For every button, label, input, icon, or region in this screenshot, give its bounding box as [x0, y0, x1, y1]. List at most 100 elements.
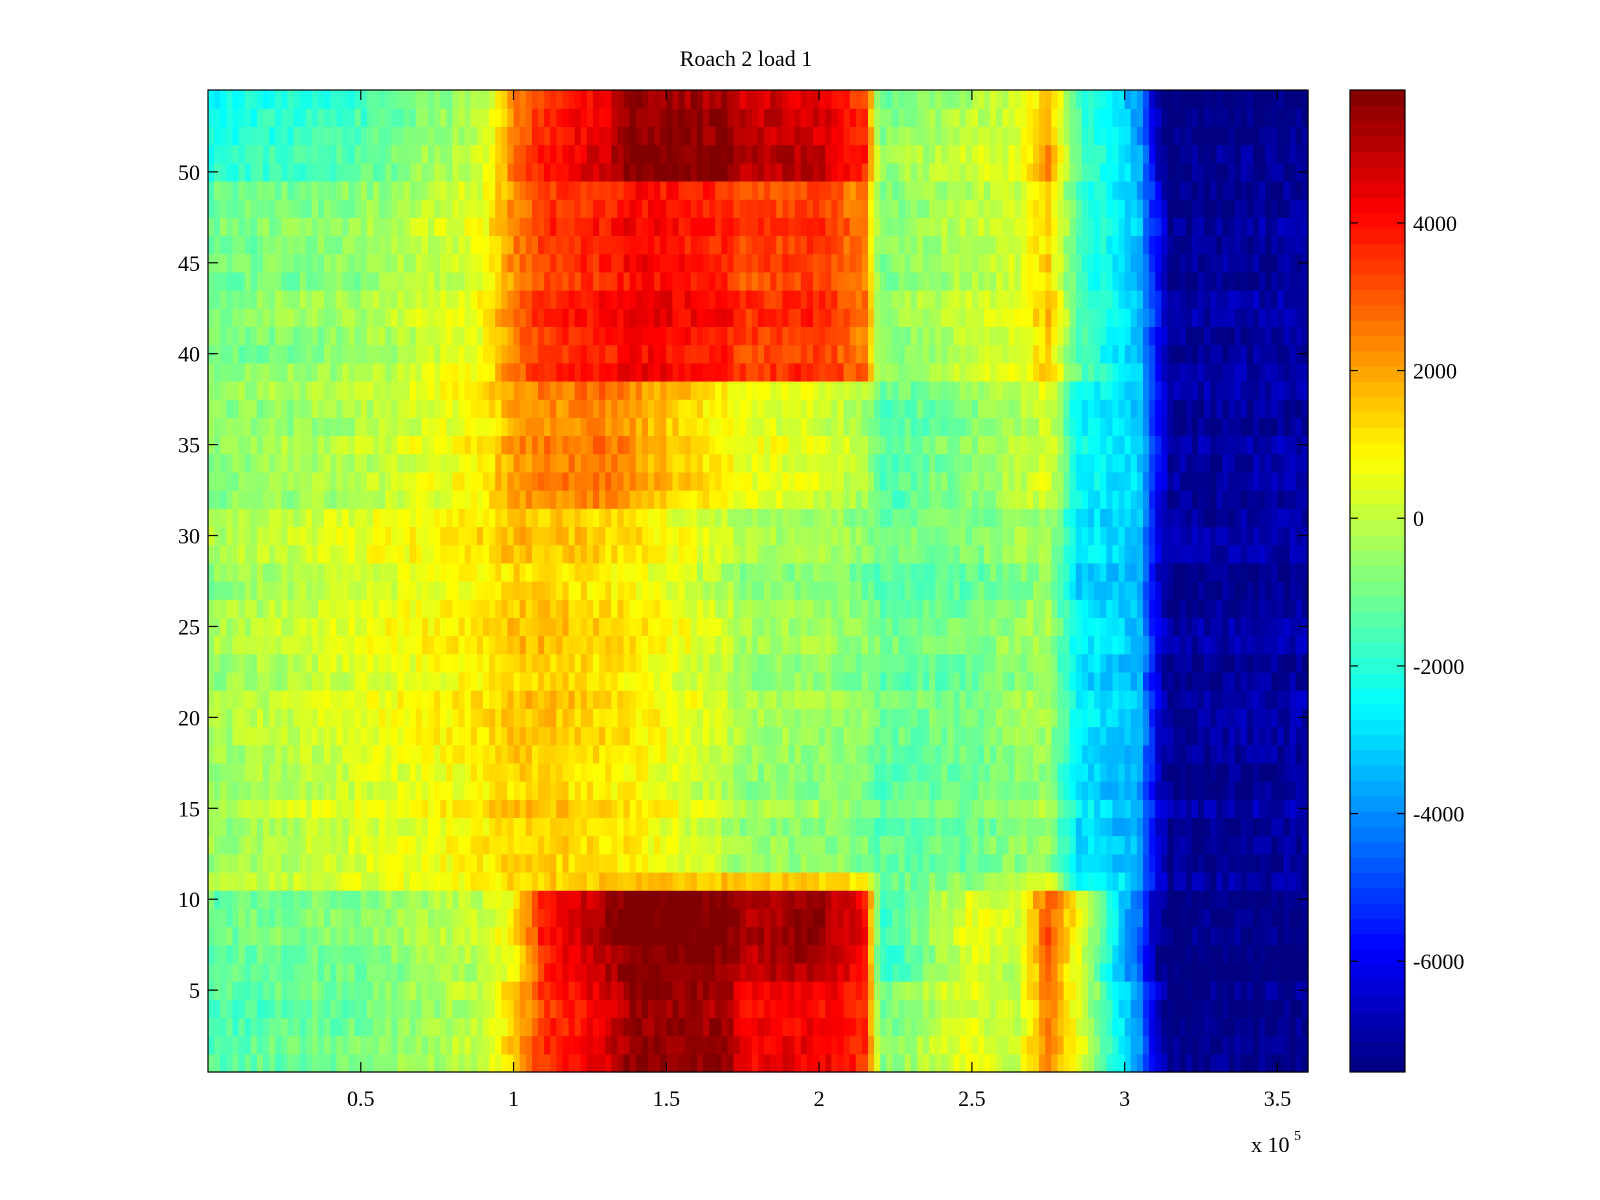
heatmap-cell: [538, 708, 545, 728]
heatmap-cell: [373, 671, 380, 691]
heatmap-cell: [421, 653, 429, 673]
heatmap-cell: [880, 853, 887, 873]
heatmap-cell: [709, 762, 716, 782]
heatmap-cell: [336, 671, 344, 691]
heatmap-cell: [684, 890, 692, 909]
heatmap-cell: [1191, 926, 1199, 946]
heatmap-cell: [208, 817, 215, 837]
heatmap-cell: [1253, 871, 1260, 891]
heatmap-cell: [330, 799, 337, 819]
heatmap-cell: [1204, 1017, 1211, 1037]
heatmap-cell: [1265, 726, 1272, 746]
heatmap-cell: [287, 890, 295, 909]
heatmap-cell: [996, 944, 1004, 964]
heatmap-cell: [898, 671, 906, 691]
heatmap-cell: [1161, 817, 1169, 837]
heatmap-cell: [929, 817, 936, 837]
heatmap-cell: [1130, 744, 1138, 764]
heatmap-cell: [617, 1035, 625, 1055]
heatmap-cell: [360, 835, 368, 855]
heatmap-cell: [978, 708, 985, 728]
heatmap-cell: [464, 617, 472, 637]
heatmap-cell: [256, 908, 264, 928]
heatmap-cell: [513, 581, 521, 600]
heatmap-cell: [996, 653, 1004, 673]
heatmap-cell: [617, 617, 625, 637]
heatmap-cell: [531, 599, 539, 618]
heatmap-cell: [287, 781, 295, 800]
heatmap-cell: [574, 690, 582, 709]
heatmap-cell: [764, 599, 771, 618]
heatmap-cell: [941, 962, 949, 982]
heatmap-cell: [1222, 962, 1230, 982]
heatmap-cell: [984, 1035, 991, 1055]
heatmap-cell: [1020, 817, 1028, 837]
heatmap-cell: [1002, 671, 1010, 691]
heatmap-cell: [599, 671, 606, 691]
heatmap-cell: [1240, 817, 1248, 837]
heatmap-cell: [1143, 999, 1150, 1019]
heatmap-cell: [415, 944, 423, 964]
heatmap-cell: [379, 1017, 386, 1037]
heatmap-cell: [1265, 635, 1272, 655]
heatmap-cell: [1106, 690, 1114, 709]
heatmap-cell: [886, 726, 894, 746]
heatmap-cell: [593, 926, 600, 946]
heatmap-cell: [788, 708, 796, 728]
heatmap-cell: [385, 671, 392, 691]
heatmap-cell: [709, 981, 716, 1000]
heatmap-cell: [1112, 635, 1120, 655]
heatmap-cell: [519, 690, 527, 709]
heatmap-cell: [354, 708, 362, 728]
heatmap-cell: [208, 599, 215, 618]
heatmap-cell: [1173, 853, 1181, 873]
heatmap-cell: [1301, 690, 1309, 709]
heatmap-cell: [354, 671, 362, 691]
heatmap-cell: [1216, 653, 1224, 673]
heatmap-cell: [379, 562, 386, 582]
heatmap-cell: [990, 944, 997, 964]
heatmap-cell: [1100, 890, 1107, 909]
heatmap-cell: [238, 599, 246, 618]
heatmap-cell: [739, 799, 747, 819]
heatmap-cell: [1228, 599, 1236, 618]
heatmap-cell: [886, 799, 894, 819]
heatmap-cell: [1198, 653, 1205, 673]
heatmap-cell: [1026, 981, 1034, 1000]
heatmap-cell: [446, 999, 454, 1019]
heatmap-cell: [855, 653, 863, 673]
heatmap-cell: [525, 908, 533, 928]
heatmap-cell: [727, 926, 735, 946]
heatmap-cell: [1246, 635, 1254, 655]
heatmap-cell: [568, 835, 576, 855]
heatmap-cell: [1198, 962, 1205, 982]
heatmap-cell: [568, 653, 576, 673]
heatmap-cell: [629, 817, 637, 837]
heatmap-cell: [1234, 853, 1242, 873]
heatmap-cell: [861, 871, 869, 891]
heatmap-cell: [611, 890, 619, 909]
heatmap-cell: [984, 599, 991, 618]
heatmap-cell: [935, 999, 942, 1019]
heatmap-cell: [892, 799, 900, 819]
heatmap-cell: [415, 908, 423, 928]
heatmap-cell: [1124, 1035, 1132, 1055]
heatmap-cell: [495, 1053, 502, 1073]
heatmap-cell: [1234, 1035, 1242, 1055]
heatmap-cell: [342, 635, 350, 655]
heatmap-cell: [336, 708, 344, 728]
heatmap-cell: [947, 853, 955, 873]
heatmap-cell: [244, 690, 252, 709]
heatmap-cell: [354, 599, 362, 618]
heatmap-cell: [1112, 599, 1120, 618]
heatmap-cell: [501, 762, 509, 782]
heatmap-cell: [1210, 653, 1217, 673]
heatmap-cell: [635, 562, 643, 582]
heatmap-cell: [1094, 671, 1101, 691]
heatmap-cell: [428, 871, 435, 891]
heatmap-cell: [990, 653, 997, 673]
heatmap-cell: [684, 690, 692, 709]
heatmap-cell: [1191, 708, 1199, 728]
heatmap-cell: [605, 890, 612, 909]
heatmap-cell: [727, 581, 735, 600]
